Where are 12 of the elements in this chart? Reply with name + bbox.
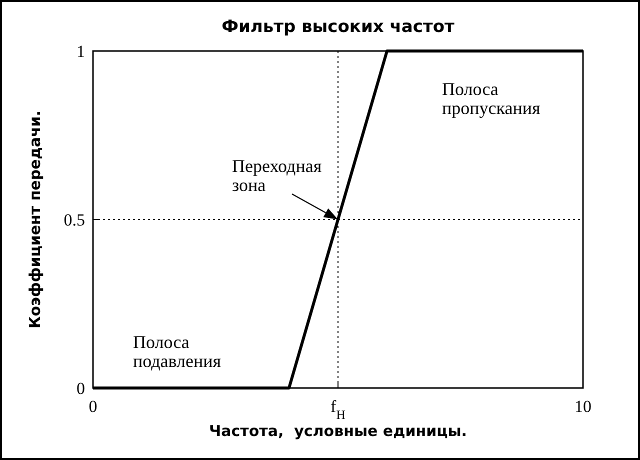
annotation: Полоса пропускания: [442, 79, 540, 118]
x-axis-title: Частота, условные единицы.: [209, 422, 467, 440]
y-tick-label: 1: [76, 42, 85, 61]
y-axis-title: Коэффициент передачи.: [26, 110, 44, 329]
chart-title: Фильтр высоких частот: [222, 17, 455, 37]
annotation: Полоса подавления: [133, 332, 222, 371]
y-tick-label: 0.5: [64, 210, 85, 230]
x-tick-label: f$_{Н}$: [330, 397, 346, 422]
annotation: Переходная зона: [232, 156, 322, 195]
x-tick-label: 10: [574, 397, 592, 416]
x-tick-label: 0: [88, 397, 98, 416]
y-tick-label: 0: [76, 379, 85, 398]
